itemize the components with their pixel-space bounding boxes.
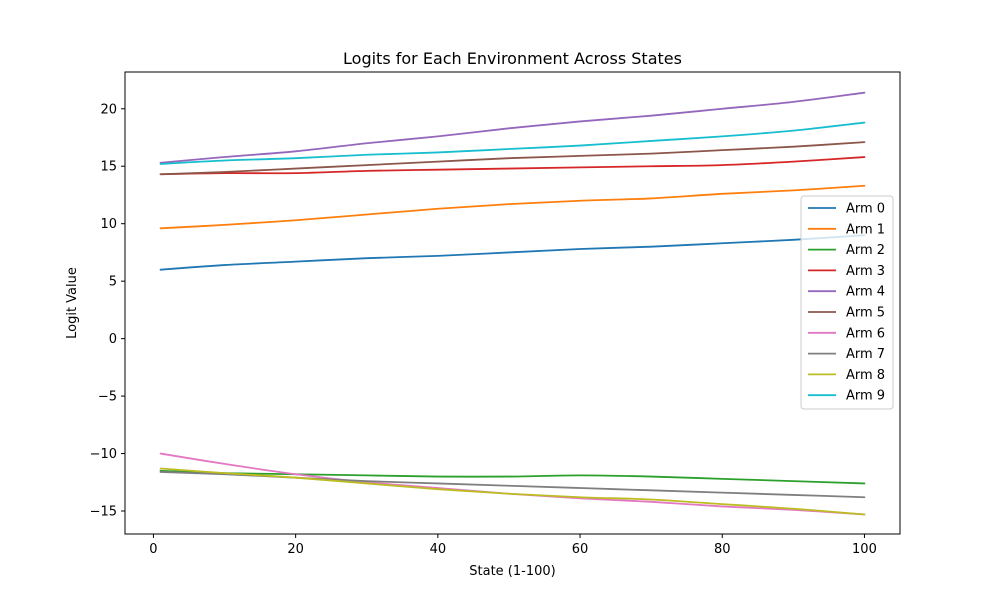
plot-lines	[159, 91, 866, 516]
series-line-arm-4	[159, 91, 866, 164]
x-tick-label: 100	[852, 542, 877, 557]
legend-label-arm-4: Arm 4	[846, 285, 885, 300]
legend-label-arm-3: Arm 3	[846, 264, 885, 279]
legend-label-arm-1: Arm 1	[846, 222, 885, 237]
x-tick-label: 80	[714, 542, 731, 557]
legend-label-arm-2: Arm 2	[846, 243, 885, 258]
series-line-arm-1	[159, 184, 866, 230]
series-line-arm-8	[159, 467, 866, 516]
y-tick-label: 0	[109, 332, 117, 347]
y-tick-label: 10	[100, 217, 117, 232]
y-tick-label: −10	[90, 447, 117, 462]
plot-area-frame	[124, 71, 901, 535]
x-tick-label: 0	[149, 542, 157, 557]
x-axis-ticks: 0 20 40 60 80 100	[149, 534, 877, 557]
y-tick-label: −15	[90, 505, 117, 520]
legend-label-arm-7: Arm 7	[846, 347, 885, 362]
x-tick-label: 40	[430, 542, 447, 557]
legend-label-arm-0: Arm 0	[846, 202, 885, 217]
series-line-arm-0	[159, 234, 866, 271]
y-tick-label: 5	[109, 275, 117, 290]
y-tick-label: 15	[100, 160, 117, 175]
legend-label-arm-8: Arm 8	[846, 368, 885, 383]
series-line-arm-3	[159, 156, 866, 176]
legend-label-arm-5: Arm 5	[846, 306, 885, 321]
x-tick-label: 20	[287, 542, 304, 557]
series-line-arm-2	[159, 469, 866, 485]
series-line-arm-5	[159, 141, 866, 176]
series-line-arm-9	[159, 121, 866, 165]
y-tick-label: −5	[98, 390, 117, 405]
chart-title: Logits for Each Environment Across State…	[343, 49, 682, 68]
legend-label-arm-9: Arm 9	[846, 389, 885, 404]
y-axis-title: Logit Value	[65, 267, 80, 339]
x-tick-label: 60	[572, 542, 589, 557]
legend: Arm 0 Arm 1 Arm 2 Arm 3 Arm 4 Arm 5 Arm 6 Arm 7…	[800, 195, 894, 410]
y-axis-ticks: −15 −10 −5 0 5 10 15 20	[90, 102, 125, 520]
y-tick-label: 20	[100, 102, 117, 117]
legend-label-arm-6: Arm 6	[846, 326, 885, 341]
x-axis-title: State (1-100)	[469, 564, 555, 579]
